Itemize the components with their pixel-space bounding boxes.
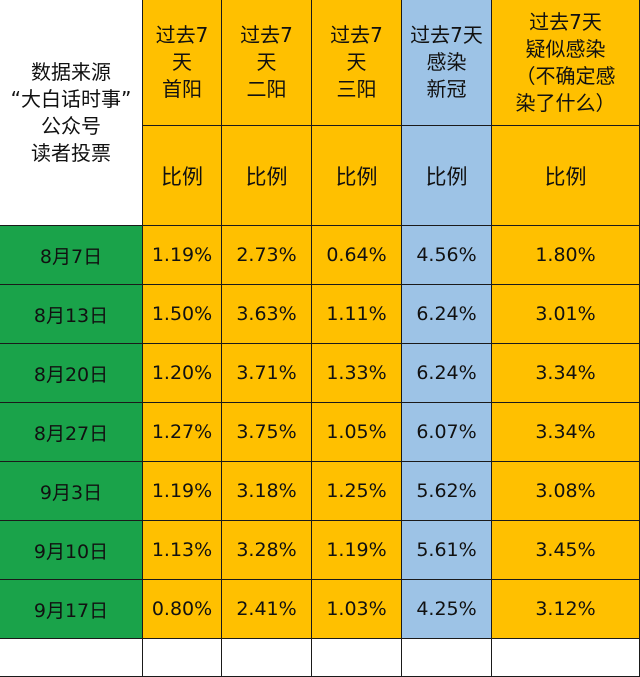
row-date-label: 8月7日 [0,226,143,285]
row-date-label: 8月13日 [0,285,143,344]
column-header: 过去7 天 三阳 [312,0,402,126]
empty-cell [0,639,143,677]
table-cell: 1.13% [143,521,222,580]
table-cell: 1.33% [312,344,402,403]
table-cell: 1.19% [312,521,402,580]
table-cell: 1.80% [492,226,640,285]
table-cell: 3.12% [492,580,640,639]
empty-cell [222,639,312,677]
column-header: 过去7天 疑似感染 （不确定感 染了什么） [492,0,640,126]
column-subheader: 比例 [222,126,312,226]
table-cell: 4.25% [402,580,492,639]
empty-cell [143,639,222,677]
table-cell: 4.56% [402,226,492,285]
table-cell: 3.71% [222,344,312,403]
column-subheader: 比例 [312,126,402,226]
table-cell: 3.63% [222,285,312,344]
table-cell: 0.80% [143,580,222,639]
table-cell: 1.20% [143,344,222,403]
table-cell: 0.64% [312,226,402,285]
source-label: 数据来源 “大白话时事” 公众号 读者投票 [0,0,143,226]
table-cell: 1.03% [312,580,402,639]
row-date-label: 9月17日 [0,580,143,639]
empty-cell [492,639,640,677]
table-cell: 3.34% [492,344,640,403]
table-cell: 3.01% [492,285,640,344]
table-cell: 2.41% [222,580,312,639]
table-cell: 3.08% [492,462,640,521]
table-cell: 6.07% [402,403,492,462]
watermark: 知乎 @星话大白 [508,640,626,658]
table-cell: 1.11% [312,285,402,344]
table-cell: 1.25% [312,462,402,521]
table-cell: 2.73% [222,226,312,285]
table-cell: 3.28% [222,521,312,580]
empty-cell [402,639,492,677]
column-subheader: 比例 [143,126,222,226]
column-subheader: 比例 [402,126,492,226]
row-date-label: 8月27日 [0,403,143,462]
column-header: 过去7 天 二阳 [222,0,312,126]
table-cell: 3.75% [222,403,312,462]
table-cell: 6.24% [402,344,492,403]
table-cell: 1.50% [143,285,222,344]
table-cell: 1.05% [312,403,402,462]
table-cell: 3.34% [492,403,640,462]
table-cell: 6.24% [402,285,492,344]
column-header: 过去7 天 首阳 [143,0,222,126]
column-header: 过去7天 感染 新冠 [402,0,492,126]
empty-cell [312,639,402,677]
column-subheader: 比例 [492,126,640,226]
table-cell: 1.19% [143,462,222,521]
row-date-label: 8月20日 [0,344,143,403]
row-date-label: 9月3日 [0,462,143,521]
table-cell: 3.18% [222,462,312,521]
table-cell: 1.19% [143,226,222,285]
table-cell: 5.62% [402,462,492,521]
table-cell: 5.61% [402,521,492,580]
row-date-label: 9月10日 [0,521,143,580]
table-cell: 1.27% [143,403,222,462]
table-cell: 3.45% [492,521,640,580]
